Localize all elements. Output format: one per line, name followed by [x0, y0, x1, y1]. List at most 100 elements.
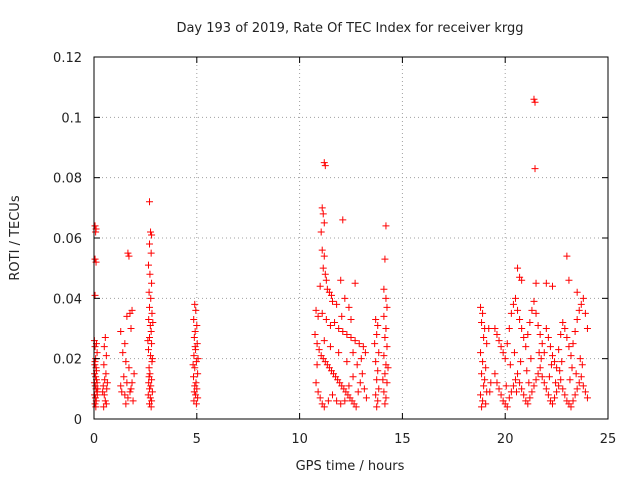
data-point [91, 222, 99, 230]
data-point [538, 373, 546, 381]
data-point [561, 391, 569, 399]
data-point [569, 340, 577, 348]
data-point [148, 340, 156, 348]
data-point [501, 355, 509, 363]
data-point [338, 312, 346, 320]
data-point [312, 379, 320, 387]
data-point [542, 325, 550, 332]
data-point [361, 349, 369, 357]
data-point [100, 391, 108, 399]
data-point [507, 309, 515, 317]
data-point [526, 318, 534, 326]
data-point [124, 394, 132, 402]
data-point [100, 403, 108, 411]
data-point [335, 349, 343, 357]
data-point [520, 334, 528, 342]
data-point [526, 394, 534, 402]
data-point [147, 294, 155, 302]
data-point [503, 340, 511, 348]
data-point [532, 376, 540, 384]
data-point [144, 346, 152, 354]
data-point [92, 373, 100, 381]
data-point [91, 291, 99, 299]
data-point [320, 159, 328, 167]
data-point [491, 370, 499, 378]
data-point [343, 358, 351, 366]
data-point [373, 331, 381, 339]
data-point [576, 355, 584, 363]
data-point [532, 309, 540, 317]
data-point [333, 300, 341, 308]
data-point [193, 321, 201, 329]
data-point [544, 391, 552, 399]
data-point [567, 403, 575, 411]
data-point [536, 364, 544, 372]
data-point [322, 315, 330, 323]
data-point [375, 385, 383, 393]
data-point [548, 400, 556, 408]
data-point [548, 352, 556, 360]
data-point [192, 306, 200, 314]
y-tick-label: 0.04 [53, 292, 82, 307]
data-point [478, 318, 486, 326]
data-point [558, 358, 566, 366]
data-point [343, 331, 351, 339]
data-point [130, 370, 138, 378]
data-point [581, 309, 589, 317]
data-point [573, 315, 581, 323]
data-point [382, 394, 390, 402]
data-point [101, 334, 109, 342]
data-point [559, 318, 567, 326]
data-point [497, 391, 505, 399]
data-point [528, 388, 536, 396]
data-point [354, 388, 362, 396]
data-point [373, 403, 381, 411]
data-point [190, 388, 198, 396]
data-point [122, 358, 130, 366]
data-point [514, 370, 522, 378]
data-point [192, 379, 200, 387]
data-point [530, 382, 538, 390]
data-point [318, 204, 326, 212]
data-point [551, 394, 559, 402]
data-point [328, 391, 336, 399]
data-point [144, 337, 152, 345]
data-point [357, 355, 365, 363]
data-point [531, 165, 539, 173]
data-point [382, 294, 390, 302]
data-point [93, 379, 101, 387]
data-point [567, 352, 575, 360]
data-point [146, 198, 154, 206]
data-point [125, 252, 133, 260]
data-point [147, 403, 155, 411]
data-point [146, 385, 154, 393]
data-point [148, 309, 156, 317]
data-point [327, 291, 335, 299]
data-point [190, 334, 198, 342]
data-point [579, 382, 587, 390]
data-point [146, 394, 154, 402]
data-point [337, 276, 345, 284]
data-point [148, 388, 156, 396]
y-axis-ticks: 0 0.02 0.04 0.06 0.08 0.1 0.12 [53, 51, 608, 428]
data-point [324, 397, 332, 405]
data-point [147, 328, 155, 336]
data-point [359, 343, 367, 351]
data-point [525, 379, 533, 387]
data-point [102, 352, 110, 360]
data-point [313, 340, 321, 348]
data-point [341, 294, 349, 302]
data-point [100, 343, 108, 351]
data-point [548, 282, 556, 290]
x-tick-label: 10 [291, 432, 308, 447]
data-point [147, 352, 155, 360]
data-point [542, 385, 550, 393]
data-point [513, 388, 521, 396]
data-point [575, 306, 583, 314]
data-point [578, 361, 586, 369]
data-point [522, 343, 530, 351]
data-point [103, 379, 111, 387]
data-point [514, 306, 522, 314]
x-tick-label: 15 [394, 432, 411, 447]
data-point [477, 349, 485, 357]
